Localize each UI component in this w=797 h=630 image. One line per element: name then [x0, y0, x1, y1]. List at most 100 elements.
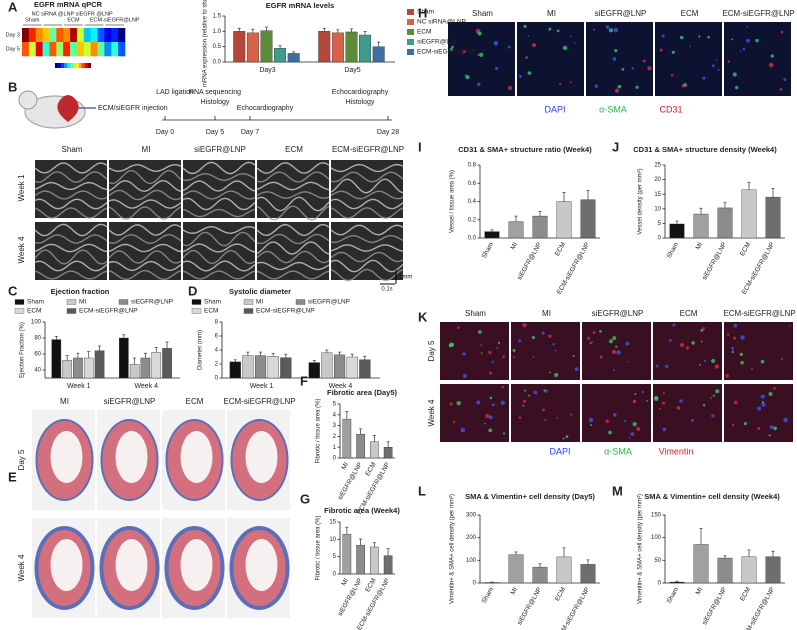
echo-texture	[182, 180, 256, 192]
image-column-label: MI	[542, 309, 551, 318]
cell-signal	[783, 78, 787, 81]
legend-swatch	[14, 299, 25, 305]
echo-texture	[108, 260, 182, 272]
legend-swatch	[407, 19, 414, 25]
echo-texture	[182, 190, 256, 200]
column-group-label: siEGFR @LNP	[76, 11, 113, 17]
cell-signal	[519, 74, 522, 78]
cell-signal	[512, 348, 516, 352]
panel-label: A	[8, 0, 18, 14]
cell-signal	[770, 54, 774, 58]
cell-signal	[746, 38, 750, 43]
tissue-lumen	[245, 539, 278, 591]
y-tick-label: 10	[329, 537, 336, 543]
chart-title: CD31 & SMA+ structure ratio (Week4)	[458, 145, 592, 154]
y-tick-label: 4	[333, 412, 337, 418]
echo-texture	[256, 191, 330, 199]
column-group-label: ECM-siEGFR@LNP	[90, 17, 140, 23]
bar	[717, 557, 733, 584]
cell-signal	[613, 27, 619, 33]
histology-row-label: Day 5	[17, 449, 26, 470]
echo-texture	[330, 171, 404, 183]
cell-signal	[636, 427, 641, 432]
cell-signal	[488, 415, 493, 420]
echo-texture	[330, 244, 404, 252]
timeline-day: Day 0	[156, 129, 174, 136]
stain-label: DAPI	[549, 446, 570, 456]
cell-signal	[449, 402, 453, 406]
legend-label: MI	[256, 299, 263, 306]
cell-signal	[523, 399, 527, 403]
echo-texture	[330, 198, 404, 210]
heatmap-cell	[63, 42, 71, 57]
cell-signal	[527, 71, 532, 75]
panel-label: M	[612, 483, 623, 498]
cell-signal	[554, 349, 557, 352]
cell-signal	[768, 434, 771, 437]
cell-signal	[740, 335, 745, 340]
cell-signal	[592, 331, 596, 334]
cell-signal	[710, 358, 716, 364]
x-tick-label: Day3	[259, 67, 275, 74]
echo-texture	[108, 199, 182, 209]
cell-signal	[532, 43, 537, 48]
y-tick-label: 15	[329, 520, 336, 526]
bar	[693, 213, 709, 239]
legend-label: siEGFR@LNP	[417, 39, 459, 46]
heatmap-cell	[49, 42, 57, 57]
x-tick-label: ECM	[739, 586, 752, 602]
image-column-label: ECM-siEGFR@LNP	[722, 9, 794, 18]
cell-signal	[507, 45, 511, 49]
bar	[345, 31, 358, 63]
heatmap-cell	[118, 28, 126, 43]
cell-signal	[488, 428, 493, 433]
bar	[331, 32, 344, 63]
bar	[372, 46, 385, 63]
fluorescence-image	[724, 22, 791, 96]
fluorescence-image	[655, 22, 722, 96]
x-tick-label: siEGFR@LNP	[516, 586, 543, 626]
timeline-day: Day 5	[206, 129, 224, 136]
panel-label: G	[300, 491, 310, 506]
cell-signal	[731, 346, 735, 350]
cell-signal	[760, 359, 765, 364]
colorbar-step	[70, 63, 73, 68]
panel-label: D	[188, 283, 197, 298]
cell-signal	[647, 66, 652, 71]
tissue-lumen	[115, 431, 148, 483]
cell-signal	[740, 360, 744, 365]
legend-label: ECM	[27, 308, 41, 315]
echo-texture	[330, 207, 404, 219]
fluorescence-image	[653, 322, 722, 380]
cell-signal	[552, 343, 555, 346]
cell-signal	[625, 341, 630, 346]
heatmap-cell	[104, 42, 112, 57]
heatmap-cell	[22, 28, 30, 43]
bar	[508, 221, 524, 239]
bar	[370, 441, 379, 459]
cell-signal	[642, 59, 646, 63]
bar	[356, 434, 365, 459]
timeline-event: Echocardiography	[237, 105, 294, 112]
cell-signal	[614, 88, 620, 93]
panel-label: I	[418, 139, 422, 154]
cell-signal	[465, 75, 470, 80]
cell-signal	[653, 396, 659, 402]
panel-label: C	[8, 283, 18, 298]
bar	[280, 357, 292, 379]
echo-texture	[34, 243, 108, 253]
cell-signal	[562, 437, 565, 440]
timeline-event: Echocardiography	[332, 89, 389, 96]
x-tick-label: siEGFR@LNP	[701, 241, 728, 281]
cell-signal	[617, 84, 622, 89]
cell-signal	[587, 336, 591, 340]
cell-signal	[717, 68, 720, 71]
cell-signal	[734, 85, 739, 90]
cell-signal	[548, 334, 552, 338]
panel-label: L	[418, 483, 426, 498]
x-tick-label: ECM	[364, 577, 377, 593]
colorbar-step	[61, 63, 64, 68]
cell-signal	[589, 342, 592, 345]
cell-signal	[669, 339, 672, 343]
cell-signal	[513, 356, 516, 359]
